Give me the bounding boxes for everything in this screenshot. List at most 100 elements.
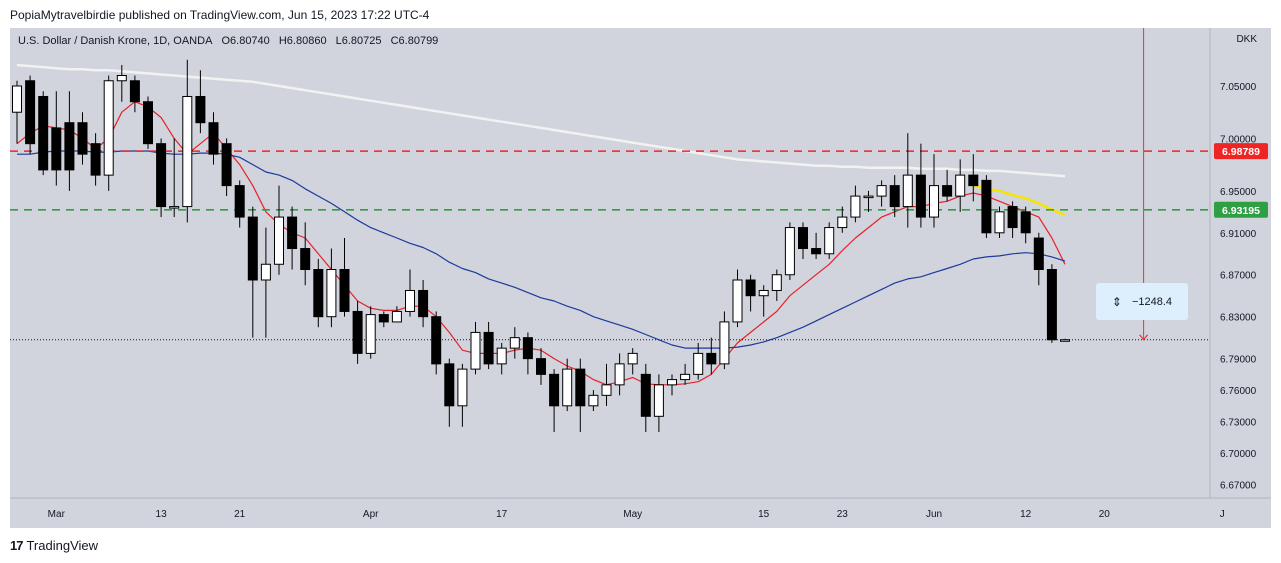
candle-bull — [614, 363, 625, 386]
candle-bull — [955, 174, 966, 197]
resistance-price-tag — [1214, 143, 1268, 160]
candle-bull — [588, 394, 599, 407]
candle-bull — [405, 289, 415, 312]
candle-bear — [143, 101, 153, 145]
candle-bull — [680, 373, 691, 381]
candle-bull — [457, 368, 468, 407]
candle-bear — [339, 269, 350, 312]
candle-bull — [732, 279, 743, 323]
y-tick-label: 6.79000 — [1220, 355, 1257, 366]
measure-label[interactable]: ⇕ −1248.4 — [1096, 283, 1188, 320]
candle-bear — [640, 373, 651, 417]
candle-bull — [326, 269, 337, 318]
candle-bear — [287, 216, 298, 250]
candle-bull — [169, 206, 180, 209]
candle-bear — [208, 122, 219, 155]
brand-name: TradingView — [26, 538, 99, 553]
candle-bull — [863, 195, 874, 199]
legend-close: C6.80799 — [390, 35, 439, 47]
legend-open: O6.80740 — [221, 35, 270, 47]
candle-bull — [12, 85, 22, 113]
candle-bull — [391, 310, 402, 323]
symbol-legend: U.S. Dollar / Danish Krone, 1D, OANDA O6… — [18, 35, 444, 47]
candle-bear — [156, 143, 167, 208]
candle-bull — [627, 352, 638, 365]
x-tick-label: 13 — [156, 509, 168, 520]
candle-bear — [483, 331, 494, 365]
candle-bull — [771, 274, 782, 291]
candle-bull — [653, 384, 664, 417]
x-tick-label: 17 — [496, 509, 508, 520]
tradingview-logo-icon: 17 — [10, 538, 24, 553]
candle-bull — [758, 289, 769, 297]
candle-bull — [509, 337, 520, 349]
candle-bear — [352, 310, 363, 354]
candle-bull — [929, 185, 939, 218]
candle-bull — [994, 211, 1005, 234]
candle-bear — [968, 174, 979, 187]
candle-bear — [1033, 237, 1044, 271]
candle-bull — [496, 347, 507, 365]
candle-bear — [418, 289, 429, 318]
candle-bear — [431, 316, 442, 365]
candle-bear — [195, 95, 206, 124]
x-tick-label: J — [1220, 509, 1225, 520]
chart-canvas[interactable]: 7.05000 7.00000 6.95000 6.91000 6.87000 6.830… — [10, 28, 1271, 528]
candle-bull — [182, 95, 193, 208]
candle-bear — [942, 185, 953, 197]
candle-bear — [77, 122, 88, 155]
x-tick-label: 20 — [1099, 509, 1111, 520]
chart-panel[interactable]: 7.05000 7.00000 6.95000 6.91000 6.87000 6.830… — [10, 28, 1271, 528]
candle-bear — [300, 248, 311, 270]
candle-bull — [719, 321, 730, 365]
candle-bear — [51, 127, 62, 171]
candle-bear — [1020, 211, 1031, 234]
candle-bear — [221, 143, 232, 187]
y-tick-label: 6.73000 — [1220, 418, 1257, 429]
resistance-price-label: 6.98789 — [1222, 146, 1260, 158]
y-tick-label: 6.95000 — [1220, 187, 1257, 198]
candle-bull — [601, 384, 612, 396]
candle-bull — [876, 185, 887, 197]
candle-bull — [365, 314, 376, 354]
candle-bull — [470, 331, 481, 370]
support-price-tag — [1214, 201, 1268, 218]
candle-bear — [811, 248, 822, 255]
candle-bull — [693, 352, 704, 375]
candle-bear — [915, 174, 926, 218]
legend-symbol[interactable]: U.S. Dollar / Danish Krone, 1D, OANDA — [18, 35, 213, 47]
candle-bull — [274, 216, 284, 265]
candle-bull — [784, 227, 795, 276]
x-tick-label: Jun — [926, 509, 942, 520]
candle-bull — [562, 368, 573, 407]
y-tick-label: 7.05000 — [1220, 82, 1257, 93]
x-tick-label: 23 — [837, 509, 849, 520]
candle-bear — [522, 337, 533, 360]
candle-bull — [103, 80, 114, 176]
time-axis — [10, 498, 1271, 528]
x-tick-label: 15 — [758, 509, 770, 520]
y-tick-label: 6.87000 — [1220, 271, 1257, 282]
y-tick-label: 6.83000 — [1220, 313, 1257, 324]
candle-bear — [90, 143, 101, 176]
x-tick-label: 12 — [1020, 509, 1032, 520]
candle-bear — [1046, 269, 1057, 341]
candle-bear — [981, 179, 992, 234]
ema-long-line — [16, 63, 1066, 178]
candle-bull — [824, 227, 835, 255]
candle-bear — [25, 80, 36, 145]
y-tick-label: 6.76000 — [1220, 386, 1257, 397]
candle-bear — [798, 227, 808, 250]
candle-bear — [706, 352, 717, 365]
price-axis — [1210, 28, 1271, 498]
candle-bear — [313, 269, 324, 318]
currency-label: DKK — [1236, 34, 1257, 45]
measure-icon: ⇕ — [1111, 294, 1122, 309]
candle-bull — [837, 216, 848, 229]
x-tick-label: 21 — [234, 509, 246, 520]
y-tick-label: 7.00000 — [1220, 134, 1257, 145]
candle-bull — [260, 263, 271, 281]
x-tick-label: Apr — [363, 509, 379, 520]
footer-brand[interactable]: 17 TradingView — [10, 538, 98, 553]
legend-low: L6.80725 — [335, 35, 382, 47]
